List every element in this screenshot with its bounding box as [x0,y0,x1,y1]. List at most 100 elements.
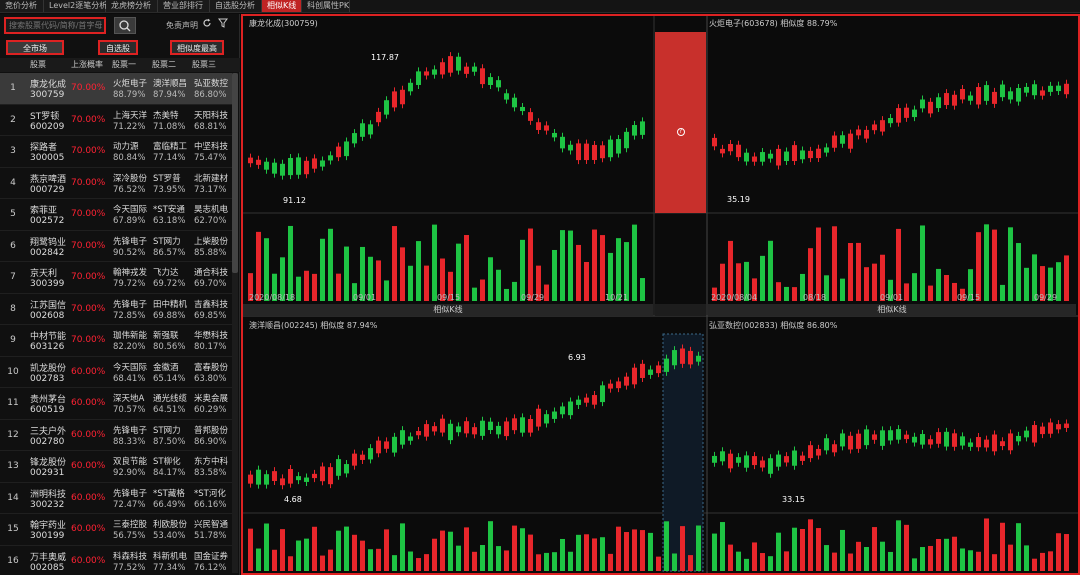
similar-stock-name[interactable]: 普邦股份 [194,425,229,436]
table-row[interactable]: 15 翰宇药业 300199 60.00% 三泰控股 56.75% 利欧股份 53.40% 兴民… [0,514,236,546]
similar-stock-name[interactable]: 通合科技 [194,268,229,278]
tab-6[interactable]: 科创属性PK [302,0,350,12]
similar-stock-name[interactable]: 动力源 [113,142,139,152]
sim2-candle [616,381,621,389]
table-row[interactable]: 14 洲明科技 300232 60.00% 先锋电子 72.47% *ST藏格 66.49% *… [0,483,236,514]
sim2-volume [544,552,549,571]
similar-stock-name[interactable]: ST网力 [153,425,181,436]
table-row[interactable]: 12 三夫户外 002780 60.00% 先锋电子 88.33% ST网力 87.50% 普邦… [0,420,236,451]
similar-stock-name[interactable]: 先锋电子 [113,236,148,247]
sim1-date-label: 08/18 [803,293,826,302]
tab-1[interactable]: Level2逐笔分析 [44,0,107,12]
similarity-value: 76.12% [194,562,227,573]
similar-stock-name[interactable]: 三泰控股 [113,520,148,530]
similar-stock-name[interactable]: ST柳化 [153,457,181,467]
similar-stock-name[interactable]: *ST安通 [153,205,185,215]
similar-stock-name[interactable]: 吉鑫科技 [194,299,229,310]
table-row[interactable]: 2 ST罗顿 600209 70.00% 上海天洋 71.22% 杰美特 71.08% 天阳科技… [0,105,236,136]
table-row[interactable]: 9 中材节能 603126 70.00% 珈伟新能 82.20% 新强联 80.56% 华懋科技… [0,325,236,357]
tab-2[interactable]: 龙虎榜分析 [106,0,158,12]
similar-stock-name[interactable]: 杰美特 [153,110,179,121]
filter-all-market-button[interactable]: 全市场 [6,40,64,55]
similar-stock-name[interactable]: 珈伟新能 [113,331,148,341]
similar-stock-name[interactable]: 金徽酒 [153,362,179,373]
scroll-thumb[interactable] [232,73,238,273]
search-input[interactable] [6,19,104,32]
sim1-volume [848,242,853,301]
kline-charts[interactable]: 2020/08/18 09/01 09/15 09/29 10/21 2020/08/04… [243,16,1078,573]
filter-similarity-button[interactable]: 相似度最高 [170,40,224,55]
stock-name: 江苏国信 [30,300,67,311]
similar-stock-name[interactable]: 通光线缆 [153,394,188,404]
tab-0[interactable]: 竞价分析 [0,0,44,12]
similar-stock-name[interactable]: 兴民智通 [194,520,229,530]
similar-stock-name[interactable]: 弘亚数控 [194,79,229,89]
similar-stock-name[interactable]: ST网力 [153,236,181,247]
similar-stock-name[interactable]: 今天国际 [113,205,148,215]
similar-stock-name[interactable]: 富临精工 [153,142,188,152]
similar-stock-name[interactable]: 昊志机电 [194,205,229,215]
similar-stock-name[interactable]: 火炬电子 [113,79,148,89]
sim3-volume [792,527,797,571]
similar-stock-name[interactable]: 华懋科技 [194,331,229,341]
similar-stock-name[interactable]: 先锋电子 [113,425,148,436]
table-row[interactable]: 6 翔鹭钨业 002842 70.00% 先锋电子 90.52% ST网力 86.57% 上柴股… [0,231,236,262]
similar-stock-name[interactable]: 富春股份 [194,362,229,373]
tab-3[interactable]: 营业部排行 [158,0,210,12]
similar-stock-name[interactable]: 今天国际 [113,362,148,373]
similarity-value: 75.47% [194,153,227,163]
help-icon[interactable]: ? [676,128,685,136]
col-stock1[interactable]: 股票一 [112,60,136,69]
similar-stock-name[interactable]: *ST藏格 [153,488,185,499]
refresh-icon[interactable] [202,18,212,28]
search-box[interactable] [4,17,106,34]
col-prob[interactable]: 上涨概率 [71,60,103,69]
tab-4[interactable]: 自选股分析 [210,0,262,12]
table-row[interactable]: 10 凯龙股份 002783 60.00% 今天国际 68.41% 金徽酒 65.14% 富春股… [0,357,236,388]
similar-stock-name[interactable]: 米奥会展 [194,394,229,404]
similar-stock-name[interactable]: 先锋电子 [113,488,148,499]
table-row[interactable]: 7 京天利 300399 70.00% 翰神戎发 79.72% 飞力达 69.72% 通合科技 6… [0,262,236,294]
similar-stock-name[interactable]: 东方中科 [194,457,229,467]
col-stock3[interactable]: 股票三 [192,60,216,69]
table-row[interactable]: 4 燕京啤酒 000729 70.00% 深冷股份 76.52% ST罗普 73.95% 北新建… [0,168,236,199]
table-row[interactable]: 13 锋龙股份 002931 60.00% 双良节能 92.90% ST柳化 84.17% 东方… [0,451,236,483]
col-stock2[interactable]: 股票二 [152,60,176,69]
similar-stock-name[interactable]: ST罗普 [153,173,181,184]
up-probability: 70.00% [71,177,106,188]
similar-stock-name[interactable]: 田中精机 [153,299,188,310]
similar-stock-name[interactable]: 先锋电子 [113,299,148,310]
similar-stock-name[interactable]: 双良节能 [113,457,148,467]
similar-stock-name[interactable]: 飞力达 [153,268,179,278]
scrollbar[interactable] [232,73,238,573]
similar-stock-name[interactable]: 澳洋顺昌 [153,79,188,89]
filter-icon[interactable] [218,18,228,28]
similar-stock-name[interactable]: 天阳科技 [194,110,229,121]
similar-stock-name[interactable]: 上柴股份 [194,236,229,247]
similar-stock-name[interactable]: 北新建材 [194,173,229,184]
table-row[interactable]: 11 贵州茅台 600519 60.00% 深天地A 70.57% 通光线缆 64.51% 米奥… [0,388,236,420]
search-button[interactable] [114,17,136,34]
similar-stock-name[interactable]: 深天地A [113,394,145,404]
filter-watchlist-button[interactable]: 自选股 [98,40,138,55]
disclaimer-link[interactable]: 免责声明 [166,21,198,30]
table-row[interactable]: 8 江苏国信 002608 70.00% 先锋电子 72.85% 田中精机 69.88% 吉鑫科… [0,294,236,325]
tab-5[interactable]: 相似K线 [262,0,302,12]
similar-stock-name[interactable]: 科新机电 [153,551,188,562]
similar-stock-name[interactable]: 国金证券 [194,551,229,562]
main-candle [560,136,565,149]
similar-stock-name[interactable]: 上海天洋 [113,110,148,121]
similar-stock-name[interactable]: 新强联 [153,331,179,341]
similar-stock-name[interactable]: *ST河化 [194,488,226,499]
similar-stock-name[interactable]: 中坚科技 [194,142,229,152]
sim1-candle [952,94,957,106]
table-row[interactable]: 16 万丰奥威 002085 60.00% 科森科技 77.52% 科新机电 77.34% 国金… [0,546,236,575]
table-row[interactable]: 3 探路者 300005 70.00% 动力源 80.84% 富临精工 77.14% 中坚科技 7… [0,136,236,168]
col-stock[interactable]: 股票 [30,60,46,69]
similar-stock-name[interactable]: 利欧股份 [153,520,188,530]
table-row[interactable]: 1 康龙化成 300759 70.00% 火炬电子 88.79% 澳洋顺昌 87.94% 弘亚数… [0,73,236,105]
similar-stock-name[interactable]: 深冷股份 [113,173,148,184]
table-row[interactable]: 5 索菲亚 002572 70.00% 今天国际 67.89% *ST安通 63.18% 昊志机… [0,199,236,231]
similar-stock-name[interactable]: 科森科技 [113,551,148,562]
similar-stock-name[interactable]: 翰神戎发 [113,268,148,278]
